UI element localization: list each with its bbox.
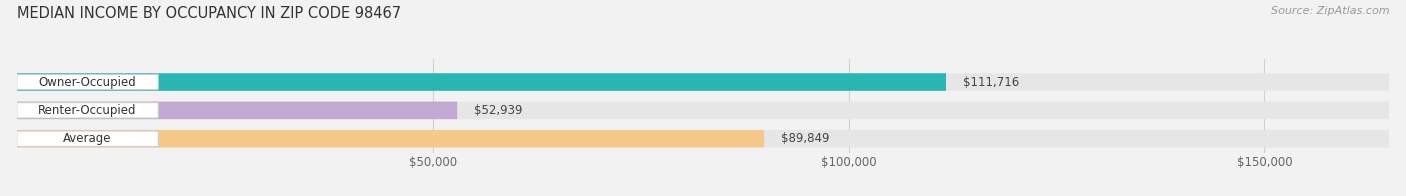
Text: Average: Average: [63, 132, 112, 145]
Text: Source: ZipAtlas.com: Source: ZipAtlas.com: [1271, 6, 1389, 16]
FancyBboxPatch shape: [17, 103, 159, 118]
FancyBboxPatch shape: [17, 73, 946, 91]
Text: Owner-Occupied: Owner-Occupied: [39, 75, 136, 89]
Text: Renter-Occupied: Renter-Occupied: [38, 104, 136, 117]
FancyBboxPatch shape: [17, 73, 1389, 91]
FancyBboxPatch shape: [17, 131, 159, 146]
FancyBboxPatch shape: [17, 130, 1389, 148]
Text: $111,716: $111,716: [963, 75, 1019, 89]
FancyBboxPatch shape: [17, 102, 457, 119]
Text: $52,939: $52,939: [474, 104, 522, 117]
Text: MEDIAN INCOME BY OCCUPANCY IN ZIP CODE 98467: MEDIAN INCOME BY OCCUPANCY IN ZIP CODE 9…: [17, 6, 401, 21]
FancyBboxPatch shape: [17, 130, 763, 148]
Text: $89,849: $89,849: [780, 132, 830, 145]
FancyBboxPatch shape: [17, 74, 159, 90]
FancyBboxPatch shape: [17, 102, 1389, 119]
